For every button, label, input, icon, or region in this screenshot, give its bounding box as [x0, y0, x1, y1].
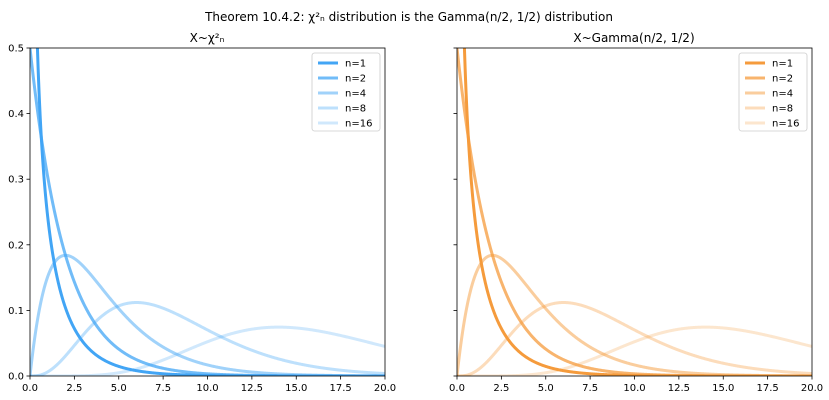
x-tick-label: 7.5 — [582, 383, 598, 394]
gamma-panel-title: X~Gamma(n/2, 1/2) — [573, 31, 694, 45]
x-tick-label: 2.5 — [66, 383, 82, 394]
x-tick-label: 15.0 — [712, 383, 734, 394]
legend-label-n16: n=16 — [772, 119, 799, 130]
x-tick-label: 0.0 — [449, 383, 465, 394]
figure-suptitle: Theorem 10.4.2: χ²ₙ distribution is the … — [204, 10, 613, 24]
series-line-n8 — [30, 301, 385, 376]
y-tick-label: 0.0 — [8, 372, 24, 383]
legend-label-n1: n=1 — [772, 59, 793, 70]
series-line-n4 — [30, 253, 385, 376]
series-line-n16 — [457, 325, 812, 376]
x-tick-label: 7.5 — [155, 383, 171, 394]
legend: n=1 n=2 n=4 n=8 n=16 — [738, 52, 808, 132]
chi-squared-panel-title: X~χ²ₙ — [190, 31, 225, 45]
x-tick-label: 17.5 — [756, 383, 778, 394]
legend-box — [311, 52, 381, 132]
x-tick-label: 0.0 — [22, 383, 38, 394]
x-tick-label: 2.5 — [493, 383, 509, 394]
y-tick-label: 0.3 — [8, 175, 24, 186]
chi-squared-panel: X~χ²ₙ 0.0 2.5 5.0 7.5 10.0 12.5 15.0 17.5 20.0 0.… — [8, 31, 396, 394]
gamma-panel: X~Gamma(n/2, 1/2) 0.0 2.5 5.0 7.5 10.0 12.5 15… — [449, 31, 823, 394]
x-tick-label: 20.0 — [801, 383, 823, 394]
legend: n=1 n=2 n=4 n=8 n=16 — [311, 52, 381, 132]
series-line-n8 — [457, 301, 812, 376]
y-tick-label: 0.2 — [8, 240, 24, 251]
y-tick-label: 0.1 — [8, 306, 24, 317]
x-tick-label: 20.0 — [374, 383, 396, 394]
x-tick-label: 10.0 — [623, 383, 645, 394]
legend-label-n4: n=4 — [345, 89, 366, 100]
x-tick-label: 10.0 — [196, 383, 218, 394]
legend-label-n1: n=1 — [345, 59, 366, 70]
series-line-n16 — [30, 325, 385, 376]
series-line-n4 — [457, 253, 812, 376]
x-tick-label: 15.0 — [285, 383, 307, 394]
legend-label-n4: n=4 — [772, 89, 793, 100]
x-tick-label: 5.0 — [111, 383, 127, 394]
legend-label-n2: n=2 — [345, 74, 366, 85]
legend-box — [738, 52, 808, 132]
legend-label-n2: n=2 — [772, 74, 793, 85]
x-tick-label: 17.5 — [329, 383, 351, 394]
legend-label-n8: n=8 — [345, 104, 366, 115]
x-tick-label: 5.0 — [538, 383, 554, 394]
x-tick-label: 12.5 — [668, 383, 690, 394]
legend-label-n8: n=8 — [772, 104, 793, 115]
y-tick-label: 0.5 — [8, 44, 24, 55]
legend-label-n16: n=16 — [345, 119, 372, 130]
x-tick-label: 12.5 — [241, 383, 263, 394]
y-tick-label: 0.4 — [8, 109, 24, 120]
